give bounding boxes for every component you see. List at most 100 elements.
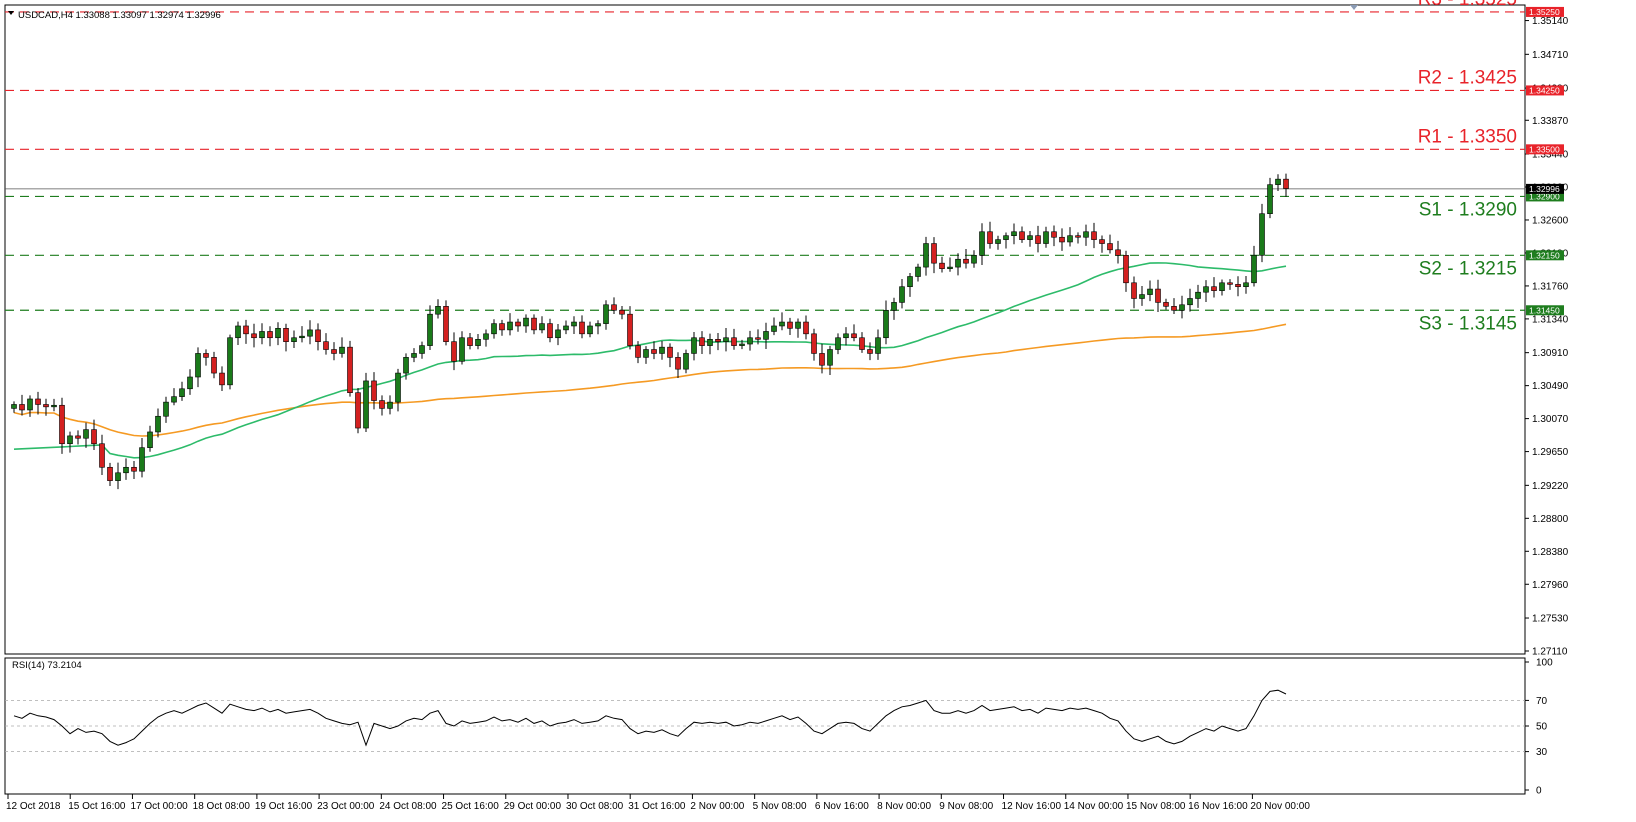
candle-body: [491, 323, 497, 335]
candle-body: [907, 276, 913, 288]
candle-body: [779, 321, 785, 327]
level-label-r1: R1 - 1.3350: [1418, 126, 1517, 147]
candle-body: [899, 286, 905, 303]
candle-body: [619, 309, 625, 315]
y-tick-label: 1.33870: [1532, 116, 1569, 127]
candle-body: [187, 376, 193, 390]
candle-body: [715, 339, 721, 342]
shift-marker-icon: [1350, 5, 1358, 10]
candle-body: [675, 357, 681, 370]
candle-body: [59, 404, 65, 445]
candle-body: [331, 349, 337, 354]
candle-body: [1147, 288, 1153, 295]
rsi-y-tick-label: 50: [1536, 722, 1548, 733]
level-label-r2: R2 - 1.3425: [1418, 67, 1517, 88]
candle-body: [123, 466, 129, 474]
candle-body: [259, 331, 265, 339]
candle-body: [27, 398, 33, 411]
candle-body: [371, 380, 377, 401]
candle-body: [971, 255, 977, 264]
candle-body: [147, 431, 153, 448]
candle-body: [459, 337, 465, 362]
level-tag-r2: 1.34250: [1529, 85, 1560, 95]
candle-body: [283, 328, 289, 342]
candle-body: [667, 346, 673, 358]
moving-average-fast: [13, 262, 1287, 459]
rsi-y-tick-label: 100: [1536, 658, 1553, 669]
candle-body: [771, 325, 777, 332]
candle-body: [851, 333, 857, 339]
candle-body: [707, 339, 713, 346]
y-tick-label: 1.34710: [1532, 50, 1569, 61]
candle-body: [915, 266, 921, 277]
candle-body: [651, 349, 657, 354]
candle-body: [1251, 255, 1257, 284]
x-tick-label: 2 Nov 00:00: [690, 801, 744, 812]
x-tick-label: 16 Nov 16:00: [1188, 801, 1248, 812]
x-tick-label: 15 Oct 16:00: [68, 801, 126, 812]
level-tag-bg-s1: [1526, 191, 1564, 202]
x-tick-label: 8 Nov 00:00: [877, 801, 931, 812]
candle-body: [955, 258, 961, 268]
candle-body: [267, 331, 273, 339]
candle-body: [467, 337, 473, 346]
candle-body: [1139, 294, 1145, 299]
candle-body: [755, 337, 761, 340]
caption-arrow-icon: [8, 11, 14, 15]
candle-body: [995, 239, 1001, 244]
y-tick-label: 1.32600: [1532, 215, 1569, 226]
x-tick-label: 25 Oct 16:00: [442, 801, 500, 812]
candle-body: [1211, 286, 1217, 291]
candle-body: [1171, 306, 1177, 311]
candle-body: [11, 404, 17, 409]
x-tick-label: 9 Nov 08:00: [939, 801, 993, 812]
level-tag-r1: 1.33500: [1529, 144, 1560, 154]
candle-body: [691, 337, 697, 354]
candle-body: [227, 337, 233, 386]
candle-body: [387, 401, 393, 409]
x-tick-label: 18 Oct 08:00: [193, 801, 251, 812]
candle-body: [251, 333, 257, 339]
candle-body: [523, 317, 529, 327]
candle-body: [19, 404, 25, 411]
candle-body: [643, 349, 649, 358]
y-tick-label: 1.33440: [1532, 150, 1569, 161]
candle-body: [531, 317, 537, 331]
candle-body: [323, 341, 329, 350]
candle-body: [987, 231, 993, 244]
level-tag-bg-r1: [1526, 144, 1564, 155]
candle-body: [43, 404, 49, 408]
rsi-caption: RSI(14) 73.2104: [12, 660, 82, 671]
candle-body: [403, 357, 409, 374]
candle-body: [1075, 235, 1081, 238]
candle-body: [1179, 304, 1185, 311]
candle-body: [291, 337, 297, 342]
candle-body: [1099, 239, 1105, 244]
price-panel: [4, 4, 1526, 655]
x-tick-label: 12 Oct 2018: [6, 801, 61, 812]
candle-body: [1067, 235, 1073, 243]
candle-body: [683, 353, 689, 370]
candle-body: [539, 323, 545, 331]
candle-body: [627, 313, 633, 346]
candle-body: [827, 349, 833, 366]
candle-body: [867, 349, 873, 354]
x-tick-label: 5 Nov 08:00: [753, 801, 807, 812]
x-tick-label: 6 Nov 16:00: [815, 801, 869, 812]
candle-body: [1123, 255, 1129, 284]
level-tag-bg-s2: [1526, 250, 1564, 261]
y-tick-label: 1.27110: [1532, 647, 1568, 658]
x-tick-label: 14 Nov 00:00: [1064, 801, 1124, 812]
candle-body: [451, 341, 457, 362]
candle-body: [115, 472, 121, 481]
candle-body: [803, 321, 809, 335]
x-tick-label: 30 Oct 08:00: [566, 801, 624, 812]
candle-body: [91, 429, 97, 445]
candle-body: [1275, 178, 1281, 185]
rsi-y-tick-label: 30: [1536, 747, 1548, 758]
candle-body: [875, 337, 881, 354]
y-tick-label: 1.27530: [1532, 614, 1569, 625]
candle-body: [515, 321, 521, 327]
